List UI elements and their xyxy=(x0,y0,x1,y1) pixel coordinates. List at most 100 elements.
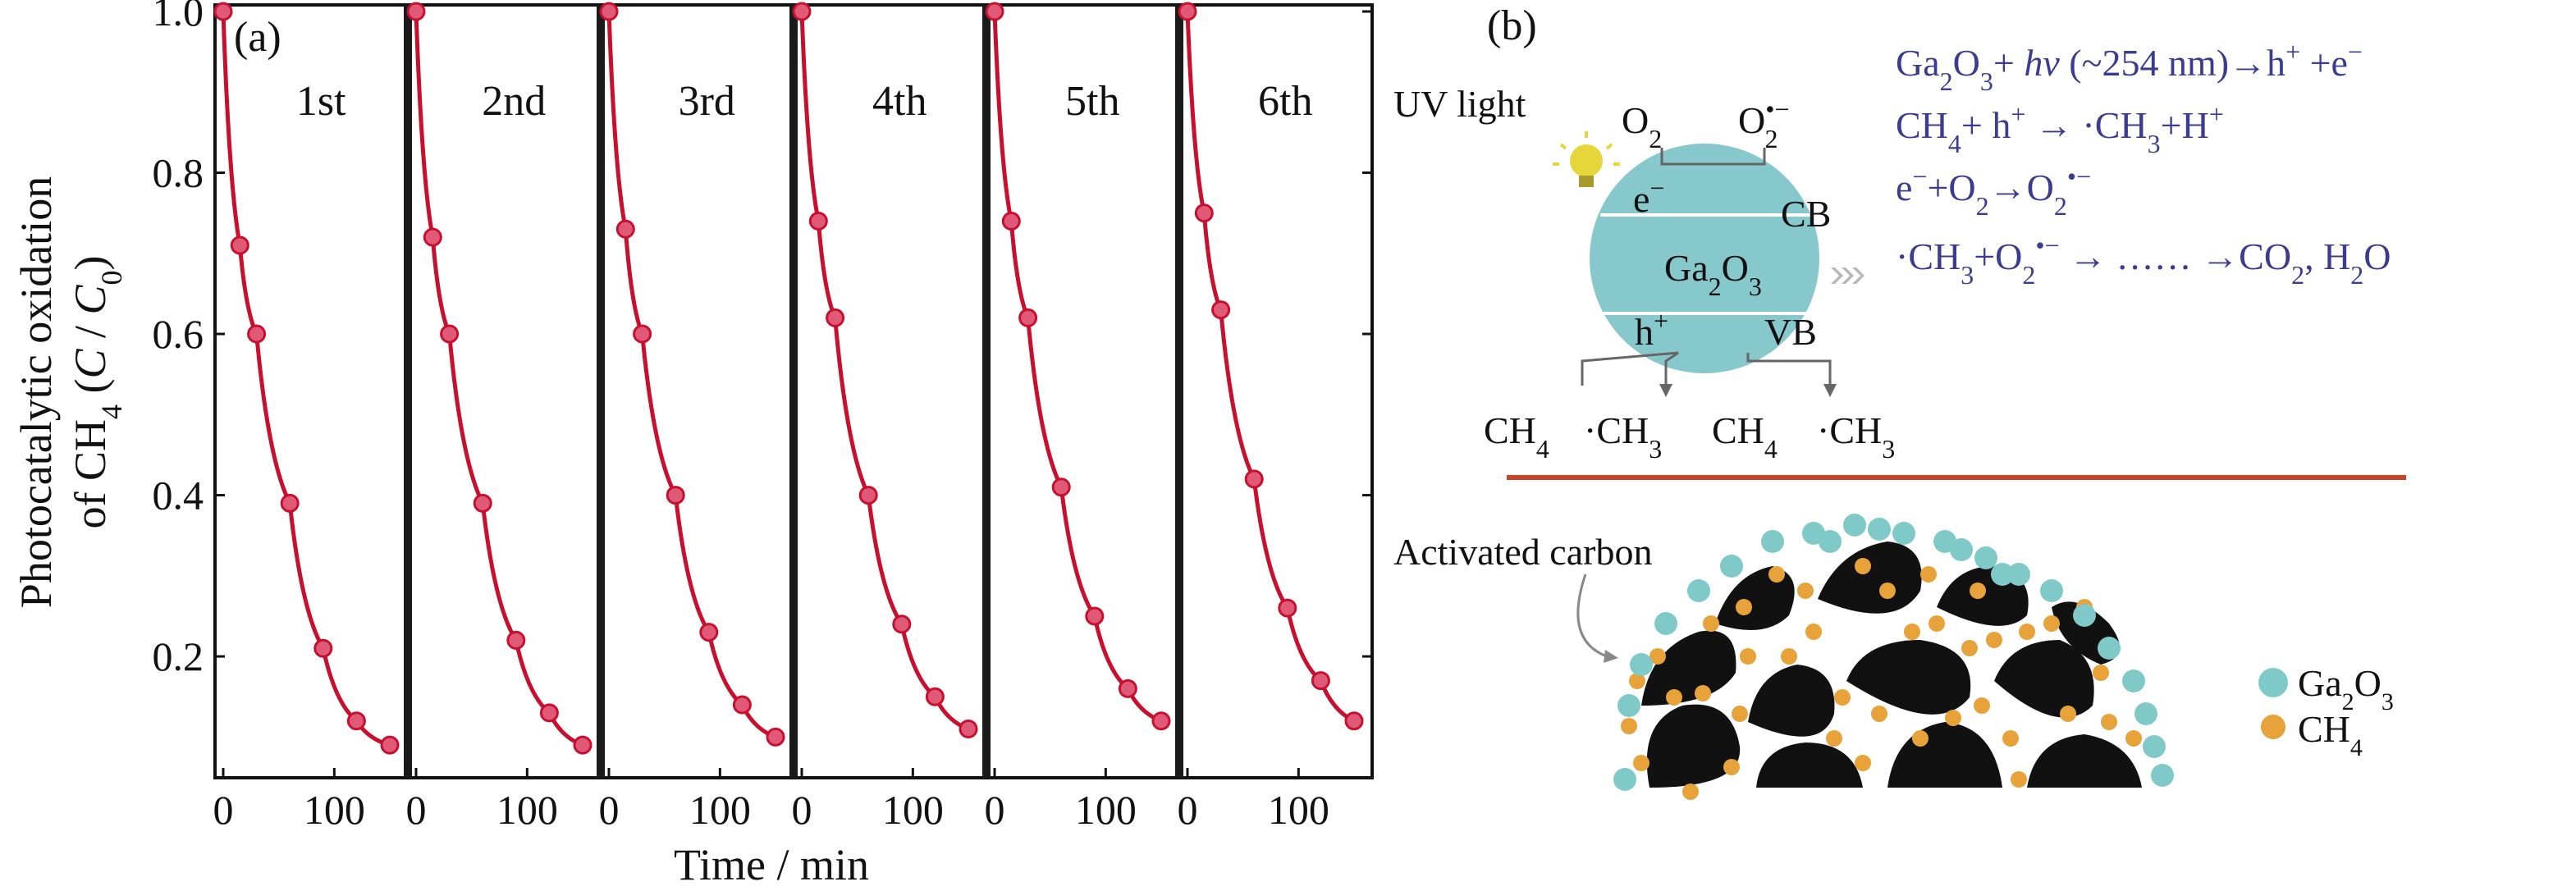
data-point xyxy=(473,493,492,513)
series-line-5th xyxy=(992,11,1162,724)
data-point xyxy=(959,720,978,739)
legend: Ga2O3 CH4 xyxy=(2258,662,2394,761)
carbon-blob xyxy=(1846,640,1971,715)
product-ch3-a: ·CH3 xyxy=(1584,409,1662,464)
data-point xyxy=(732,695,752,715)
ch4-dot xyxy=(1768,566,1785,583)
bulb-icon xyxy=(1553,131,1620,187)
legend-label-ga2o3: Ga2O3 xyxy=(2298,662,2394,715)
y-title-close: ) xyxy=(66,255,115,270)
ga2o3-dot xyxy=(1892,522,1915,545)
chevron-arrows-icon xyxy=(1831,267,1865,284)
data-point xyxy=(1311,671,1330,691)
ch4-dot xyxy=(2093,665,2109,681)
data-point xyxy=(573,735,593,755)
diagram-panel-b: (b) UV light O2 O•− 2 e− CB Ga2O3 h+ VB xyxy=(1393,2,2406,800)
chart-panel-a: (a) 0.2 0.4 0.6 0.8 1.0 0 100 0 100 0 100 0 100 0 100… xyxy=(11,0,1374,889)
data-point xyxy=(1151,711,1171,731)
data-point xyxy=(1344,711,1364,731)
y-title-c: C xyxy=(66,349,115,379)
data-point xyxy=(406,2,426,21)
ch4-dot xyxy=(1945,710,1961,726)
ga2o3-dot xyxy=(2073,604,2096,627)
carbon-blob xyxy=(1756,742,1863,788)
series-line-3rd xyxy=(606,11,776,739)
ga2o3-dot xyxy=(1950,538,1973,561)
carbon-blob xyxy=(1994,640,2094,718)
y-title-sub0: 0 xyxy=(95,270,128,285)
ga2o3-dot xyxy=(1654,612,1677,635)
cb-label: CB xyxy=(1781,193,1831,235)
data-point xyxy=(1001,211,1021,231)
ch4-dot xyxy=(2019,624,2035,640)
ga2o3-dot xyxy=(1720,555,1743,578)
data-point xyxy=(1085,606,1105,626)
ch4-dot xyxy=(2011,771,2027,788)
ch4-dot xyxy=(1621,718,1637,734)
ch4-dot xyxy=(1826,730,1842,747)
ch4-dot xyxy=(1797,583,1814,599)
data-point xyxy=(766,727,785,747)
ch4-dot xyxy=(2101,714,2117,730)
ch4-dot xyxy=(1961,640,1978,656)
ch4-dot xyxy=(1920,566,1937,583)
ch4-dot xyxy=(1986,632,2002,648)
hole-oxidation-arrow-right xyxy=(1746,353,1832,386)
arrow-head-left xyxy=(1659,384,1672,397)
cycle-label: 3rd xyxy=(679,78,735,125)
y-tick-label: 1.0 xyxy=(153,0,204,34)
ga2o3-dot xyxy=(1974,546,1997,569)
series-line-1st xyxy=(221,11,391,747)
uv-light-label: UV light xyxy=(1393,83,1526,125)
ch4-dot xyxy=(1781,648,1797,665)
data-point xyxy=(230,235,249,255)
ch4-dot xyxy=(1929,615,1945,632)
data-point xyxy=(892,615,912,634)
ga2o3-dot xyxy=(1630,653,1653,676)
data-point xyxy=(1244,469,1264,489)
superoxide-label: O•− 2 xyxy=(1738,94,1789,153)
cycle-labels: 1st 2nd 3rd 4th 5th 6th xyxy=(296,78,1313,125)
cycle-divider xyxy=(404,5,412,778)
y-tick-label: 0.4 xyxy=(153,473,204,519)
legend-label-ch4: CH4 xyxy=(2298,708,2363,761)
x-tick-label: 100 xyxy=(304,787,365,833)
series-group xyxy=(213,2,1364,755)
ga2o3-dot xyxy=(1617,694,1640,717)
y-title-c0: C xyxy=(66,284,115,314)
series-line-4th xyxy=(799,11,969,731)
data-point xyxy=(1194,203,1214,223)
data-point xyxy=(440,324,460,344)
ga2o3-dot xyxy=(2143,735,2166,758)
data-point xyxy=(699,623,719,642)
ch4-dot xyxy=(1703,615,1719,632)
x-tick-label: 100 xyxy=(496,787,558,833)
series-line-2nd xyxy=(414,11,583,747)
ch4-dot xyxy=(1879,583,1896,599)
ch4-dot xyxy=(1805,624,1822,640)
ch4-dot xyxy=(1855,755,1871,771)
x-tick-label: 100 xyxy=(1268,787,1329,833)
reaction-equations: Ga2O3+ hν (~254 nm)→h+ +e− CH4+ h+ → ·CH… xyxy=(1896,37,2391,290)
electron-label: e− xyxy=(1633,173,1664,220)
equation-1: Ga2O3+ hν (~254 nm)→h+ +e− xyxy=(1896,37,2363,96)
ch4-dot xyxy=(1649,648,1666,665)
ga2o3-particles xyxy=(1613,514,2174,791)
carbon-blob xyxy=(1818,541,1922,614)
ch4-dot xyxy=(1666,689,1682,706)
y-axis-title-line2: of CH4 (C / C0) xyxy=(66,255,128,528)
o2-reduction-arrow xyxy=(1660,148,1766,166)
data-point xyxy=(346,711,366,731)
x-axis-ticks: 0 100 0 100 0 100 0 100 0 100 0 100 xyxy=(213,768,1329,833)
cycle-label: 2nd xyxy=(482,78,546,125)
y-tick-label: 0.8 xyxy=(153,150,204,196)
product-ch4-b: CH4 xyxy=(1712,409,1778,464)
ga2o3-dot xyxy=(1761,530,1784,553)
carbon-label: Activated carbon xyxy=(1393,531,1652,573)
series-line-6th xyxy=(1185,11,1356,723)
panel-b-label: (b) xyxy=(1487,2,1537,49)
x-tick-label: 100 xyxy=(882,787,944,833)
ch4-dot xyxy=(1740,648,1756,665)
data-point xyxy=(1118,679,1137,698)
equation-4: ·CH3+O2•− → …… →CO2, H2O xyxy=(1896,231,2391,290)
